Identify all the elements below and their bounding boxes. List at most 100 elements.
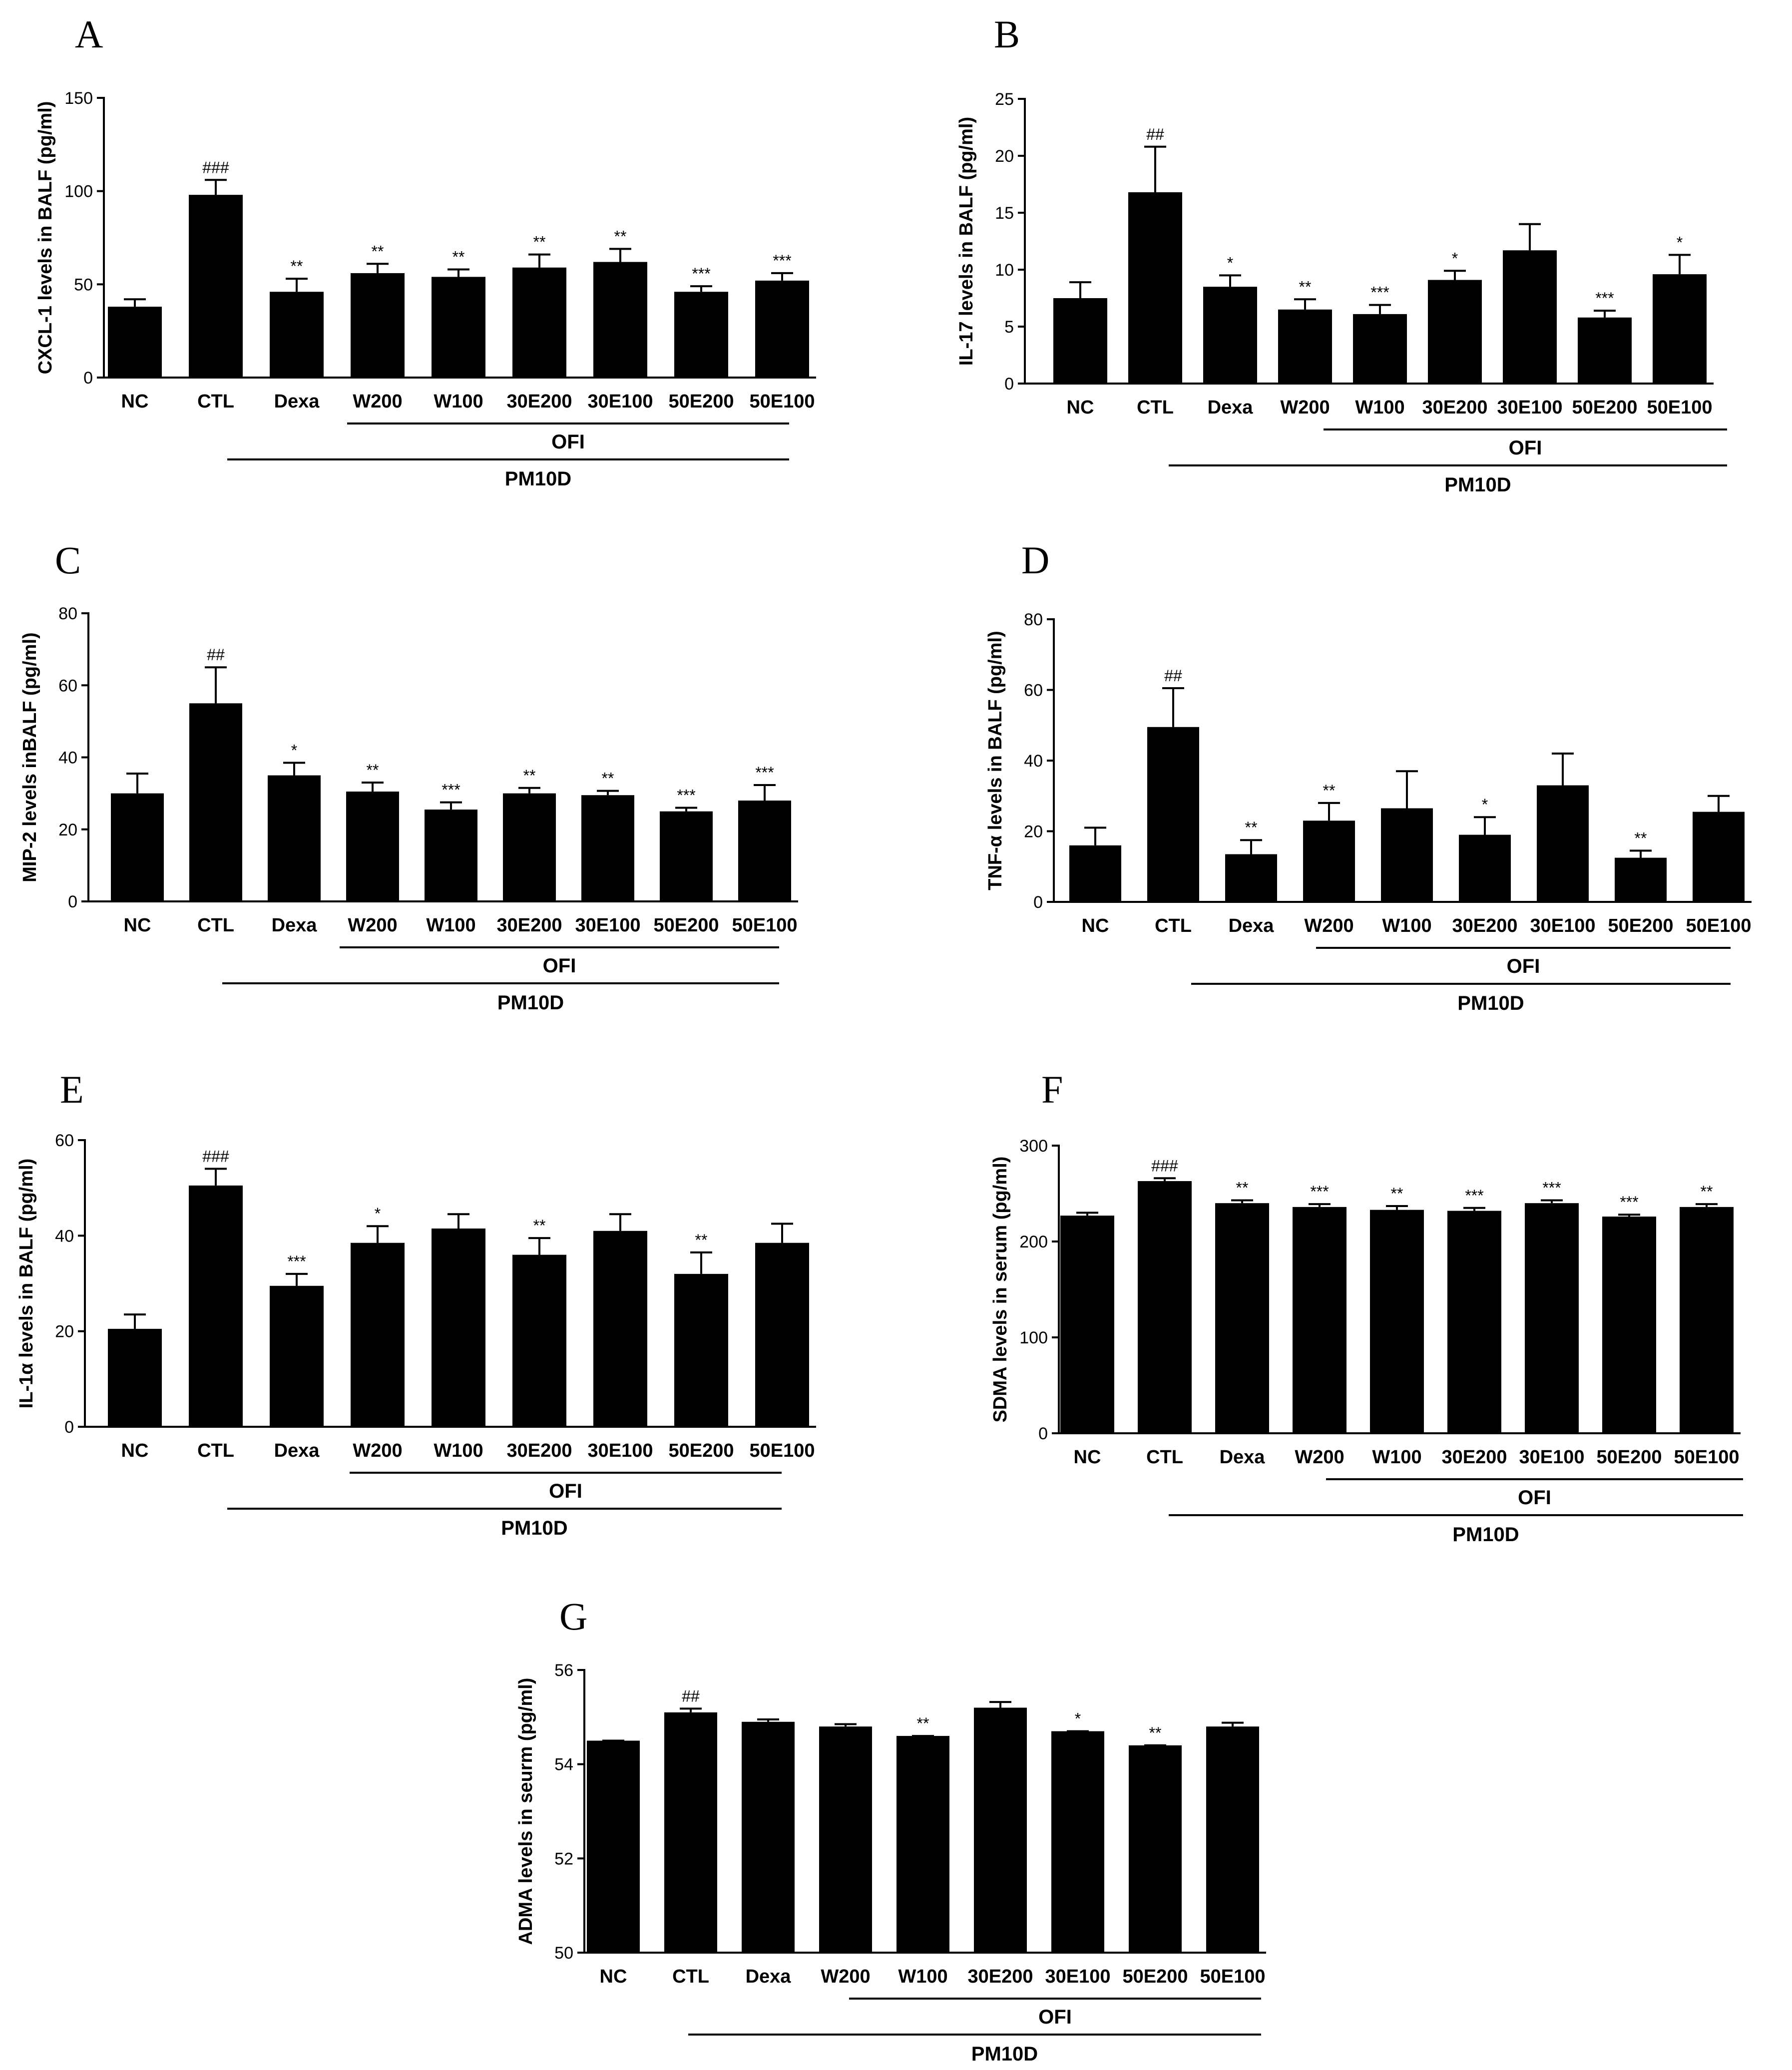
panel-d: D 0 20 40 60 80 TNF-α levels in BALF (pg/ml) NC… [985, 538, 1752, 1014]
significance-marker: ## [1164, 667, 1182, 685]
bar [742, 1721, 795, 1953]
category-label: 30E200 [506, 1440, 572, 1461]
y-tick-label: 52 [554, 1849, 573, 1868]
significance-marker: ** [1323, 782, 1336, 800]
bar [1203, 287, 1257, 384]
significance-marker: * [291, 741, 297, 759]
category-label: 50E200 [1572, 397, 1637, 418]
significance-marker: ** [614, 227, 627, 245]
significance-marker: ** [1149, 1724, 1162, 1742]
bar [1303, 821, 1355, 902]
bar [425, 810, 477, 901]
ofi-group-label: OFI [1509, 437, 1542, 459]
y-tick-label: 20 [55, 1322, 74, 1341]
bar [1525, 1203, 1579, 1433]
bar [1215, 1203, 1269, 1433]
y-tick-label: 100 [1019, 1328, 1048, 1347]
significance-marker: * [1075, 1710, 1081, 1728]
bar [1138, 1181, 1192, 1433]
bar [351, 273, 405, 378]
category-label: CTL [197, 915, 234, 936]
significance-marker: *** [677, 786, 695, 804]
bar [896, 1736, 949, 1953]
bar [432, 1228, 485, 1427]
bar [1206, 1726, 1259, 1953]
bar [581, 795, 634, 901]
category-label: NC [124, 915, 151, 936]
bar [674, 292, 728, 378]
category-label: 30E200 [967, 1966, 1033, 1987]
panel-f: F 0 100 200 300 SDMA levels in serum (pg/ml) N… [990, 1068, 1743, 1546]
bar [819, 1726, 872, 1953]
bar [593, 1231, 647, 1427]
significance-marker: *** [1310, 1183, 1329, 1201]
significance-marker: ## [1146, 125, 1164, 143]
significance-marker: *** [287, 1252, 306, 1270]
y-tick-label: 60 [58, 676, 77, 695]
category-label: W100 [898, 1966, 947, 1987]
significance-marker: ### [1151, 1157, 1178, 1175]
y-tick-label: 40 [58, 749, 77, 768]
panel-g: G 50 52 54 56 ADMA levels in seurm (pg/ml) NC #… [515, 1595, 1266, 2065]
panel-letter: F [1041, 1068, 1063, 1111]
category-label: 30E200 [1422, 397, 1487, 418]
significance-marker: ** [533, 1217, 546, 1235]
bar [755, 280, 809, 378]
significance-marker: ## [207, 646, 225, 664]
panel-b: B 0 5 10 15 20 25 IL-17 levels in BALF (pg/ml) N… [956, 12, 1727, 496]
pm10d-group-label: PM10D [1444, 474, 1511, 496]
panel-a: A 0 50 100 150 CXCL-1 levels in BALF (pg/ml) N… [35, 12, 816, 490]
panel-letter: G [559, 1595, 587, 1638]
significance-marker: * [1677, 233, 1683, 251]
bar [512, 1254, 566, 1427]
y-axis-title: TNF-α levels in BALF (pg/ml) [985, 631, 1006, 890]
y-tick-label: 20 [1024, 823, 1043, 841]
category-label: W200 [1304, 915, 1353, 936]
category-label: 30E200 [496, 915, 562, 936]
y-tick-label: 0 [83, 369, 93, 388]
panel-letter: A [75, 12, 103, 56]
category-label: W200 [348, 915, 397, 936]
category-label: 50E200 [1122, 1966, 1188, 1987]
bar [111, 793, 164, 901]
bar [1578, 317, 1632, 384]
y-tick-label: 100 [64, 182, 93, 201]
panel-letter: C [55, 538, 81, 582]
category-label: 30E200 [1452, 915, 1517, 936]
pm10d-group-label: PM10D [501, 1517, 567, 1539]
category-label: NC [121, 391, 149, 412]
significance-marker: ## [682, 1687, 700, 1705]
bar [1503, 250, 1557, 384]
bar [1053, 298, 1107, 384]
bar [108, 1328, 162, 1427]
category-label: 50E100 [1647, 397, 1712, 418]
category-label: CTL [197, 391, 234, 412]
y-tick-label: 60 [55, 1131, 74, 1150]
category-label: CTL [1155, 915, 1192, 936]
category-label: 30E100 [1519, 1447, 1584, 1468]
category-label: 50E100 [732, 915, 797, 936]
bar [1051, 1731, 1104, 1953]
significance-marker: ### [202, 1147, 229, 1165]
y-axis-title: MIP-2 levels inBALF (pg/ml) [19, 632, 40, 882]
category-label: Dexa [1208, 397, 1254, 418]
significance-marker: ** [1701, 1183, 1713, 1201]
category-label: 30E200 [506, 391, 572, 412]
y-axis-title: IL-17 levels in BALF (pg/ml) [956, 117, 977, 366]
category-label: W200 [353, 391, 402, 412]
category-label: W200 [1295, 1447, 1344, 1468]
y-tick-label: 200 [1019, 1233, 1048, 1251]
category-label: Dexa [746, 1966, 792, 1987]
category-label: Dexa [272, 915, 318, 936]
category-label: Dexa [274, 1440, 320, 1461]
significance-marker: *** [1465, 1187, 1483, 1205]
y-tick-label: 50 [554, 1944, 573, 1963]
significance-marker: ** [452, 248, 465, 266]
category-label: 30E100 [575, 915, 640, 936]
bar [432, 277, 485, 378]
bar [674, 1273, 728, 1427]
category-label: 30E100 [587, 391, 653, 412]
significance-marker: *** [1370, 284, 1389, 302]
category-label: NC [1067, 397, 1094, 418]
bar [587, 1740, 640, 1953]
